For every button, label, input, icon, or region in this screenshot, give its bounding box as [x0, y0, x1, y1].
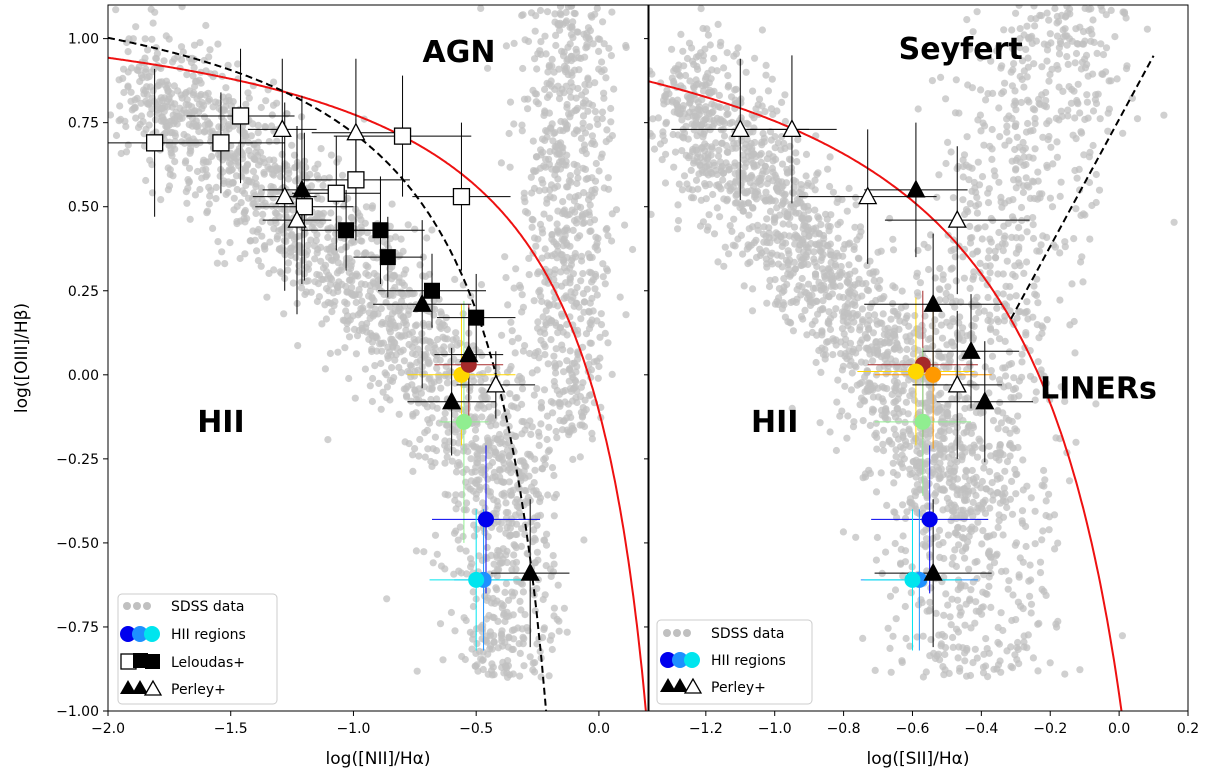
x-tick-label: −1.5 — [214, 721, 248, 737]
plot-frame — [107, 4, 649, 712]
leloudas-open-point — [145, 134, 164, 152]
perley-open-point — [947, 374, 967, 393]
y-tick-label: −0.50 — [56, 536, 99, 552]
perley-filled-point — [412, 293, 432, 312]
perley-open-point — [947, 209, 967, 228]
leloudas-filled-point — [379, 249, 396, 266]
black-dashed-line — [1010, 55, 1155, 320]
x-tick-label: 0.0 — [1108, 721, 1130, 737]
y-tick-label: 0.50 — [68, 200, 99, 216]
perley-filled-point — [459, 344, 479, 363]
leloudas-open-point — [327, 184, 345, 202]
y-tick-label: 0.75 — [68, 116, 99, 132]
region-annotation: HII — [197, 405, 244, 440]
region-annotation: AGN — [423, 35, 496, 70]
leloudas-filled-point — [372, 222, 389, 239]
x-tick-label: 0.0 — [588, 721, 610, 737]
leloudas-open-point — [231, 107, 250, 125]
x-tick-label: −0.5 — [459, 721, 493, 737]
x-tick-label: −0.6 — [895, 721, 929, 737]
leloudas-filled-point — [424, 282, 440, 299]
region-annotation: LINERs — [1040, 371, 1157, 406]
legend-label: Leloudas+ — [171, 655, 245, 671]
perley-open-point — [346, 122, 366, 141]
perley-open-point — [730, 119, 750, 138]
leloudas-open-point — [295, 198, 314, 216]
perley-open-point — [782, 119, 802, 138]
perley-filled-point — [975, 391, 995, 410]
plot-frame — [648, 4, 1189, 712]
x-tick-label: 0.2 — [1177, 721, 1199, 737]
red-demarcation-curve — [108, 56, 647, 711]
legend-entry-leloudas: Leloudas+ — [120, 653, 245, 671]
perley-filled-point — [520, 562, 540, 581]
hii-region-point — [904, 571, 921, 588]
perley-filled-point — [442, 391, 462, 410]
x-tick-label: −0.8 — [827, 721, 861, 737]
leloudas-open-point — [212, 134, 230, 152]
perley-filled-point — [961, 340, 981, 359]
hii-region-point — [907, 363, 924, 380]
x-tick-label: −1.0 — [336, 721, 370, 737]
x-axis-label: log([NII]/Hα) — [326, 749, 431, 769]
legend-entry-sdss: SDSS data — [123, 599, 244, 615]
panel-nii: −2.0 −1.5 −1.0 −0.5 0.0 −1.00 −0.75 −0.50 −0.25 0… — [12, 4, 649, 769]
hii-region-point — [478, 511, 494, 528]
leloudas-filled-point — [338, 222, 355, 239]
legend-entry-perley: Perley+ — [660, 677, 766, 696]
y-tick-label: 0.25 — [68, 284, 99, 300]
y-tick-label: 0.00 — [68, 368, 99, 384]
hii-region-point — [468, 571, 485, 588]
legend-entry-hii-regions: HII regions — [120, 626, 246, 643]
legend: SDSS data HII regions Leloudas+ Perley+ — [117, 593, 278, 705]
legend-label: HII regions — [171, 627, 246, 643]
perley-open-point — [486, 374, 506, 393]
y-axis-label: log([OIII]/Hβ) — [12, 303, 32, 413]
perley-filled-point — [923, 293, 943, 312]
leloudas-open-point — [393, 127, 412, 145]
legend-label: Perley+ — [171, 682, 226, 698]
panel-sii: −1.2 −1.0 −0.8 −0.6 −0.4 −0.2 0.0 0.2 Seyfert HI… — [644, 4, 1199, 769]
perley-filled-point — [906, 179, 926, 198]
y-tick-label: −0.25 — [56, 452, 99, 468]
hii-region-point — [925, 366, 942, 383]
y-tick-label: 1.00 — [68, 32, 99, 48]
legend-label: Perley+ — [711, 680, 766, 696]
y-tick-label: −1.00 — [56, 704, 99, 720]
leloudas-filled-point — [468, 309, 485, 326]
perley-filled-point — [923, 562, 943, 581]
sdss-cloud — [108, 5, 637, 681]
region-annotation: HII — [751, 405, 798, 440]
perley-open-point — [275, 186, 295, 205]
x-tick-label: −1.2 — [689, 721, 723, 737]
red-demarcation-curve — [649, 80, 1123, 711]
x-tick-label: −2.0 — [91, 721, 125, 737]
legend-label: SDSS data — [171, 599, 244, 615]
legend-box — [117, 593, 278, 705]
legend-entry-perley: Perley+ — [120, 679, 226, 698]
x-tick-label: −1.0 — [758, 721, 792, 737]
legend-entry-sdss: SDSS data — [663, 626, 784, 642]
legend-label: HII regions — [711, 653, 786, 669]
leloudas-open-point — [347, 171, 365, 189]
x-tick-label: −0.2 — [1033, 721, 1067, 737]
y-tick-label: −0.75 — [56, 620, 99, 636]
hii-region-point — [921, 511, 938, 528]
hii-region-point — [455, 413, 472, 430]
hii-region-point — [914, 413, 931, 430]
x-tick-label: −0.4 — [964, 721, 998, 737]
legend: SDSS data HII regions Perley+ — [656, 619, 813, 705]
legend-label: SDSS data — [711, 626, 784, 642]
x-axis-label: log([SII]/Hα) — [867, 749, 970, 769]
perley-filled-point — [292, 179, 312, 198]
leloudas-open-point — [452, 187, 471, 206]
legend-entry-hii-regions: HII regions — [660, 652, 786, 669]
perley-open-point — [287, 209, 307, 228]
region-annotation: Seyfert — [899, 32, 1023, 67]
perley-open-point — [272, 119, 292, 138]
perley-open-point — [858, 186, 878, 205]
